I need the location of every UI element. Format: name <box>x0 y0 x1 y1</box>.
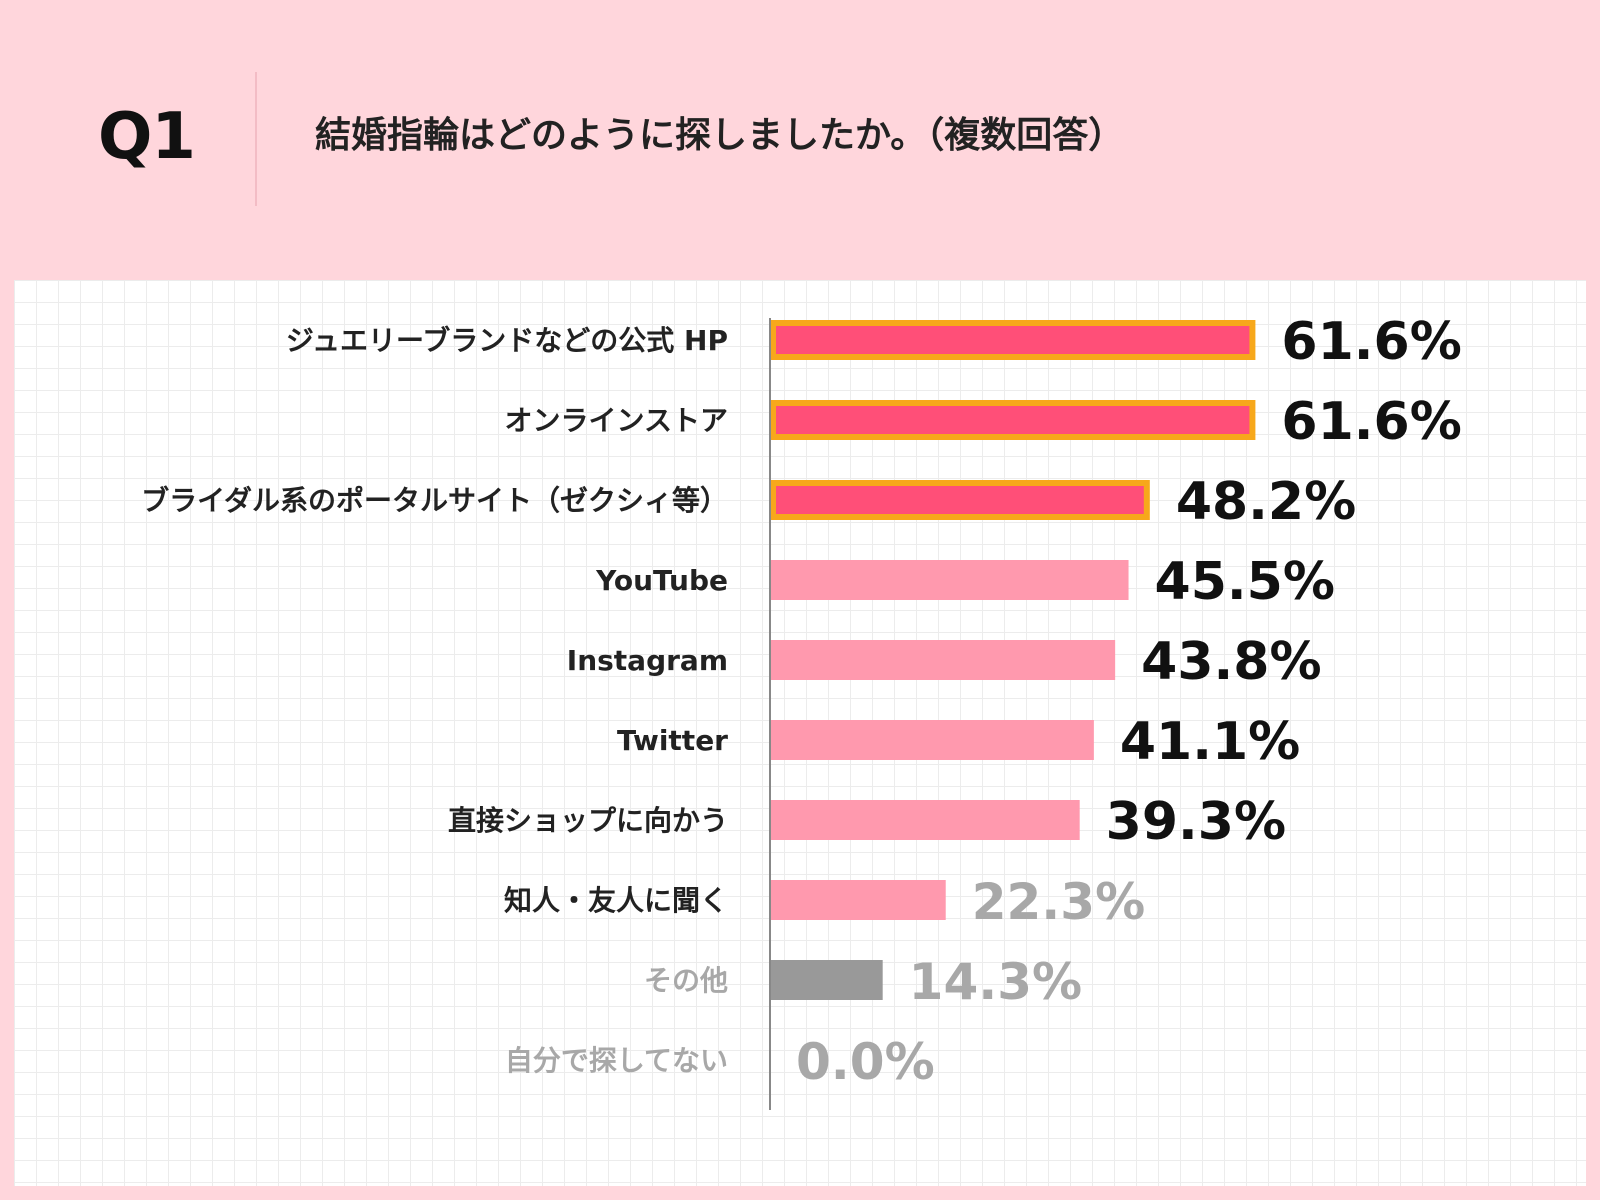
category-label: 自分で探してない <box>505 1044 728 1077</box>
bar <box>770 960 883 1000</box>
category-label: 知人・友人に聞く <box>504 884 728 917</box>
value-label: 45.5% <box>1155 552 1335 612</box>
value-label: 41.1% <box>1120 712 1300 772</box>
category-label: その他 <box>644 964 728 997</box>
bar <box>770 880 946 920</box>
category-label: Twitter <box>617 724 728 757</box>
category-label: 直接ショップに向かう <box>448 804 728 837</box>
chart-panel: ジュエリーブランドなどの公式 HP 61.6% オンラインストア 61.6% ブライダル… <box>14 280 1586 1186</box>
value-label: 22.3% <box>972 873 1145 931</box>
value-label: 61.6% <box>1281 392 1461 452</box>
bar <box>770 560 1129 600</box>
bar <box>770 400 1256 440</box>
category-label: ジュエリーブランドなどの公式 HP <box>286 324 728 357</box>
question-number: Q1 <box>98 100 196 174</box>
value-label: 14.3% <box>909 953 1082 1011</box>
category-label: Instagram <box>567 644 728 677</box>
bar <box>770 720 1094 760</box>
value-label: 48.2% <box>1176 472 1356 532</box>
value-label: 0.0% <box>796 1033 935 1091</box>
value-label: 61.6% <box>1281 312 1461 372</box>
bar <box>770 640 1116 680</box>
value-label: 39.3% <box>1106 792 1286 852</box>
bar <box>770 480 1150 520</box>
category-label: YouTube <box>595 564 728 597</box>
category-label: ブライダル系のポータルサイト（ゼクシィ等） <box>141 484 728 517</box>
question-text: 結婚指輪はどのように探しましたか。（複数回答） <box>315 115 1125 156</box>
category-label: オンラインストア <box>505 404 728 437</box>
bar <box>770 320 1256 360</box>
bar-chart: ジュエリーブランドなどの公式 HP 61.6% オンラインストア 61.6% ブライダル… <box>141 312 1462 1110</box>
header-divider <box>255 72 257 206</box>
value-label: 43.8% <box>1141 632 1321 692</box>
bar <box>770 800 1080 840</box>
header: Q1 結婚指輪はどのように探しましたか。（複数回答） <box>0 0 1600 280</box>
